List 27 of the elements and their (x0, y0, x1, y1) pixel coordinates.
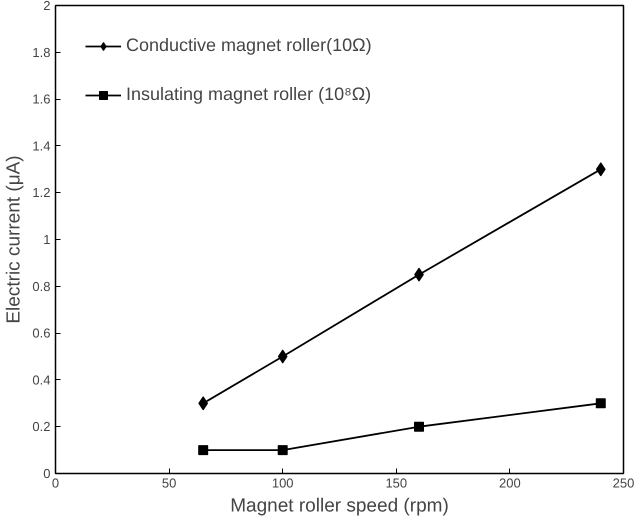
point (596, 162, 606, 176)
point (414, 422, 424, 432)
y-tick-label: 1.6 (32, 92, 51, 107)
x-tick-label: 250 (612, 476, 634, 490)
x-tick-label: 50 (162, 476, 176, 490)
point (198, 445, 208, 456)
y-tick-label: 1.8 (32, 44, 51, 60)
point (278, 350, 288, 364)
y-tick-label: 1.4 (32, 138, 51, 154)
x-axis-title: Magnet roller speed (rpm) (230, 496, 449, 516)
y-tick-label: 0 (43, 466, 51, 481)
y-tick-label: 1 (43, 232, 51, 247)
point (198, 396, 208, 410)
x-tick-label: 150 (385, 476, 408, 490)
point (278, 445, 288, 456)
point (596, 398, 606, 408)
legend-label: Insulating magnet roller (10⁸Ω) (126, 84, 372, 105)
y-tick-label: 1.2 (32, 185, 51, 200)
x-tick-label: 200 (499, 476, 521, 490)
y-axis-title: Electric current (μA) (3, 155, 24, 324)
x-tick-label: 100 (272, 476, 294, 490)
y-tick-label: 0.6 (32, 326, 51, 341)
y-tick-label: 2 (43, 0, 51, 13)
y-tick-label: 0.8 (32, 278, 51, 294)
y-tick-label: 0.2 (32, 419, 51, 434)
legend-label: Conductive magnet roller(10Ω) (126, 35, 372, 56)
y-tick-label: 0.4 (32, 372, 51, 388)
